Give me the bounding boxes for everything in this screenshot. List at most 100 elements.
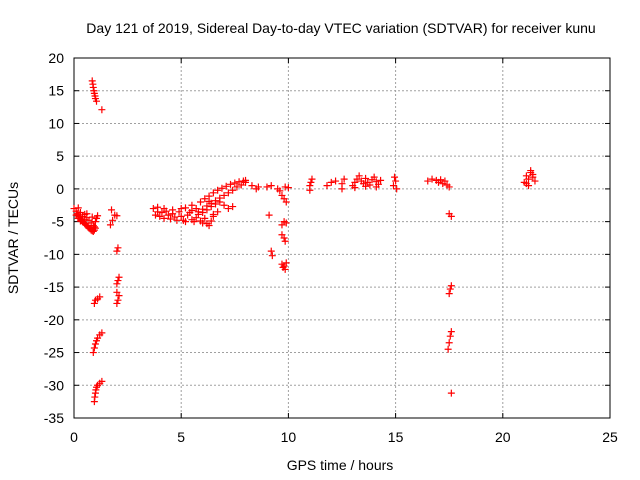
data-point [338,185,346,193]
data-point [437,176,445,184]
data-point [308,175,316,183]
data-point [91,393,99,401]
data-point [212,200,220,208]
data-point [282,219,290,227]
data-point [113,288,121,296]
data-point [109,216,117,224]
data-point [203,206,211,214]
data-point [199,208,207,216]
data-point [205,222,213,230]
x-tick-label: 25 [602,429,618,445]
data-point [96,293,104,301]
data-point [424,177,432,185]
plot-frame [73,57,611,419]
data-point [209,210,217,218]
data-point [231,179,239,187]
y-tick-label: 0 [56,181,64,197]
data-point [220,201,228,209]
data-point [306,186,314,194]
data-point [149,205,157,213]
data-point [447,389,455,397]
data-point [282,259,290,267]
data-point [447,328,455,336]
data-point [531,177,539,185]
data-point [214,186,222,194]
chart-title: Day 121 of 2019, Sidereal Day-to-day VTE… [86,20,595,36]
data-point [188,201,196,209]
data-points [70,77,539,406]
data-point [74,204,82,212]
y-tick-label: -25 [44,345,64,361]
data-point [267,182,275,190]
data-point [268,252,276,260]
data-point [370,173,378,181]
data-point [389,182,397,190]
data-point [90,223,98,231]
data-point [89,222,97,230]
data-point [263,183,271,191]
data-point [252,185,260,193]
data-point [181,204,189,212]
data-point [224,205,232,213]
data-point [229,186,237,194]
x-axis-label: GPS time / hours [287,457,394,473]
data-point [113,212,121,220]
data-point [91,340,99,348]
y-tick-label: 10 [48,115,64,131]
y-tick-label: 15 [48,83,64,99]
data-point [281,265,289,273]
data-point [307,178,315,186]
y-tick-label: 20 [48,50,64,66]
data-point [201,214,209,222]
data-point [114,296,122,304]
data-point [181,218,189,226]
data-point [276,187,284,195]
data-point [235,178,243,186]
data-point [113,299,121,307]
data-point [267,247,275,255]
data-point [447,212,455,220]
data-point [445,183,453,191]
data-point [327,178,335,186]
data-point [444,345,452,353]
data-point [229,203,237,211]
data-point [525,175,533,183]
data-point [199,219,207,227]
data-point [89,349,97,357]
data-point [362,174,370,182]
data-point [282,198,290,206]
y-tick-label: -20 [44,312,64,328]
y-tick-label: -35 [44,410,64,426]
data-point [362,182,370,190]
y-tick-label: -15 [44,279,64,295]
axis-ticks: 0 5 10 15 20 25 -35 -30 -25 -20 -15 -10 -5 0 5 10 15 20 [44,50,618,445]
data-point [529,171,537,179]
data-point [90,344,98,352]
data-point [190,218,198,226]
data-point [392,177,400,185]
data-point [340,175,348,183]
data-point [265,211,273,219]
data-point [201,195,209,203]
data-point [160,205,168,213]
data-point [446,332,454,340]
data-point [216,198,224,206]
data-point [83,210,91,218]
data-point [248,182,256,190]
data-point [377,176,385,184]
data-point [158,208,166,216]
data-point [220,191,228,199]
data-point [209,189,217,197]
data-point [284,184,292,192]
data-point [445,290,453,298]
data-point [445,339,453,347]
x-tick-label: 0 [70,429,78,445]
data-point [224,189,232,197]
data-point [173,216,181,224]
data-point [98,377,106,385]
data-point [89,83,97,91]
data-point [93,97,101,105]
data-point [323,182,331,190]
data-point [393,185,401,193]
data-point [154,203,162,211]
